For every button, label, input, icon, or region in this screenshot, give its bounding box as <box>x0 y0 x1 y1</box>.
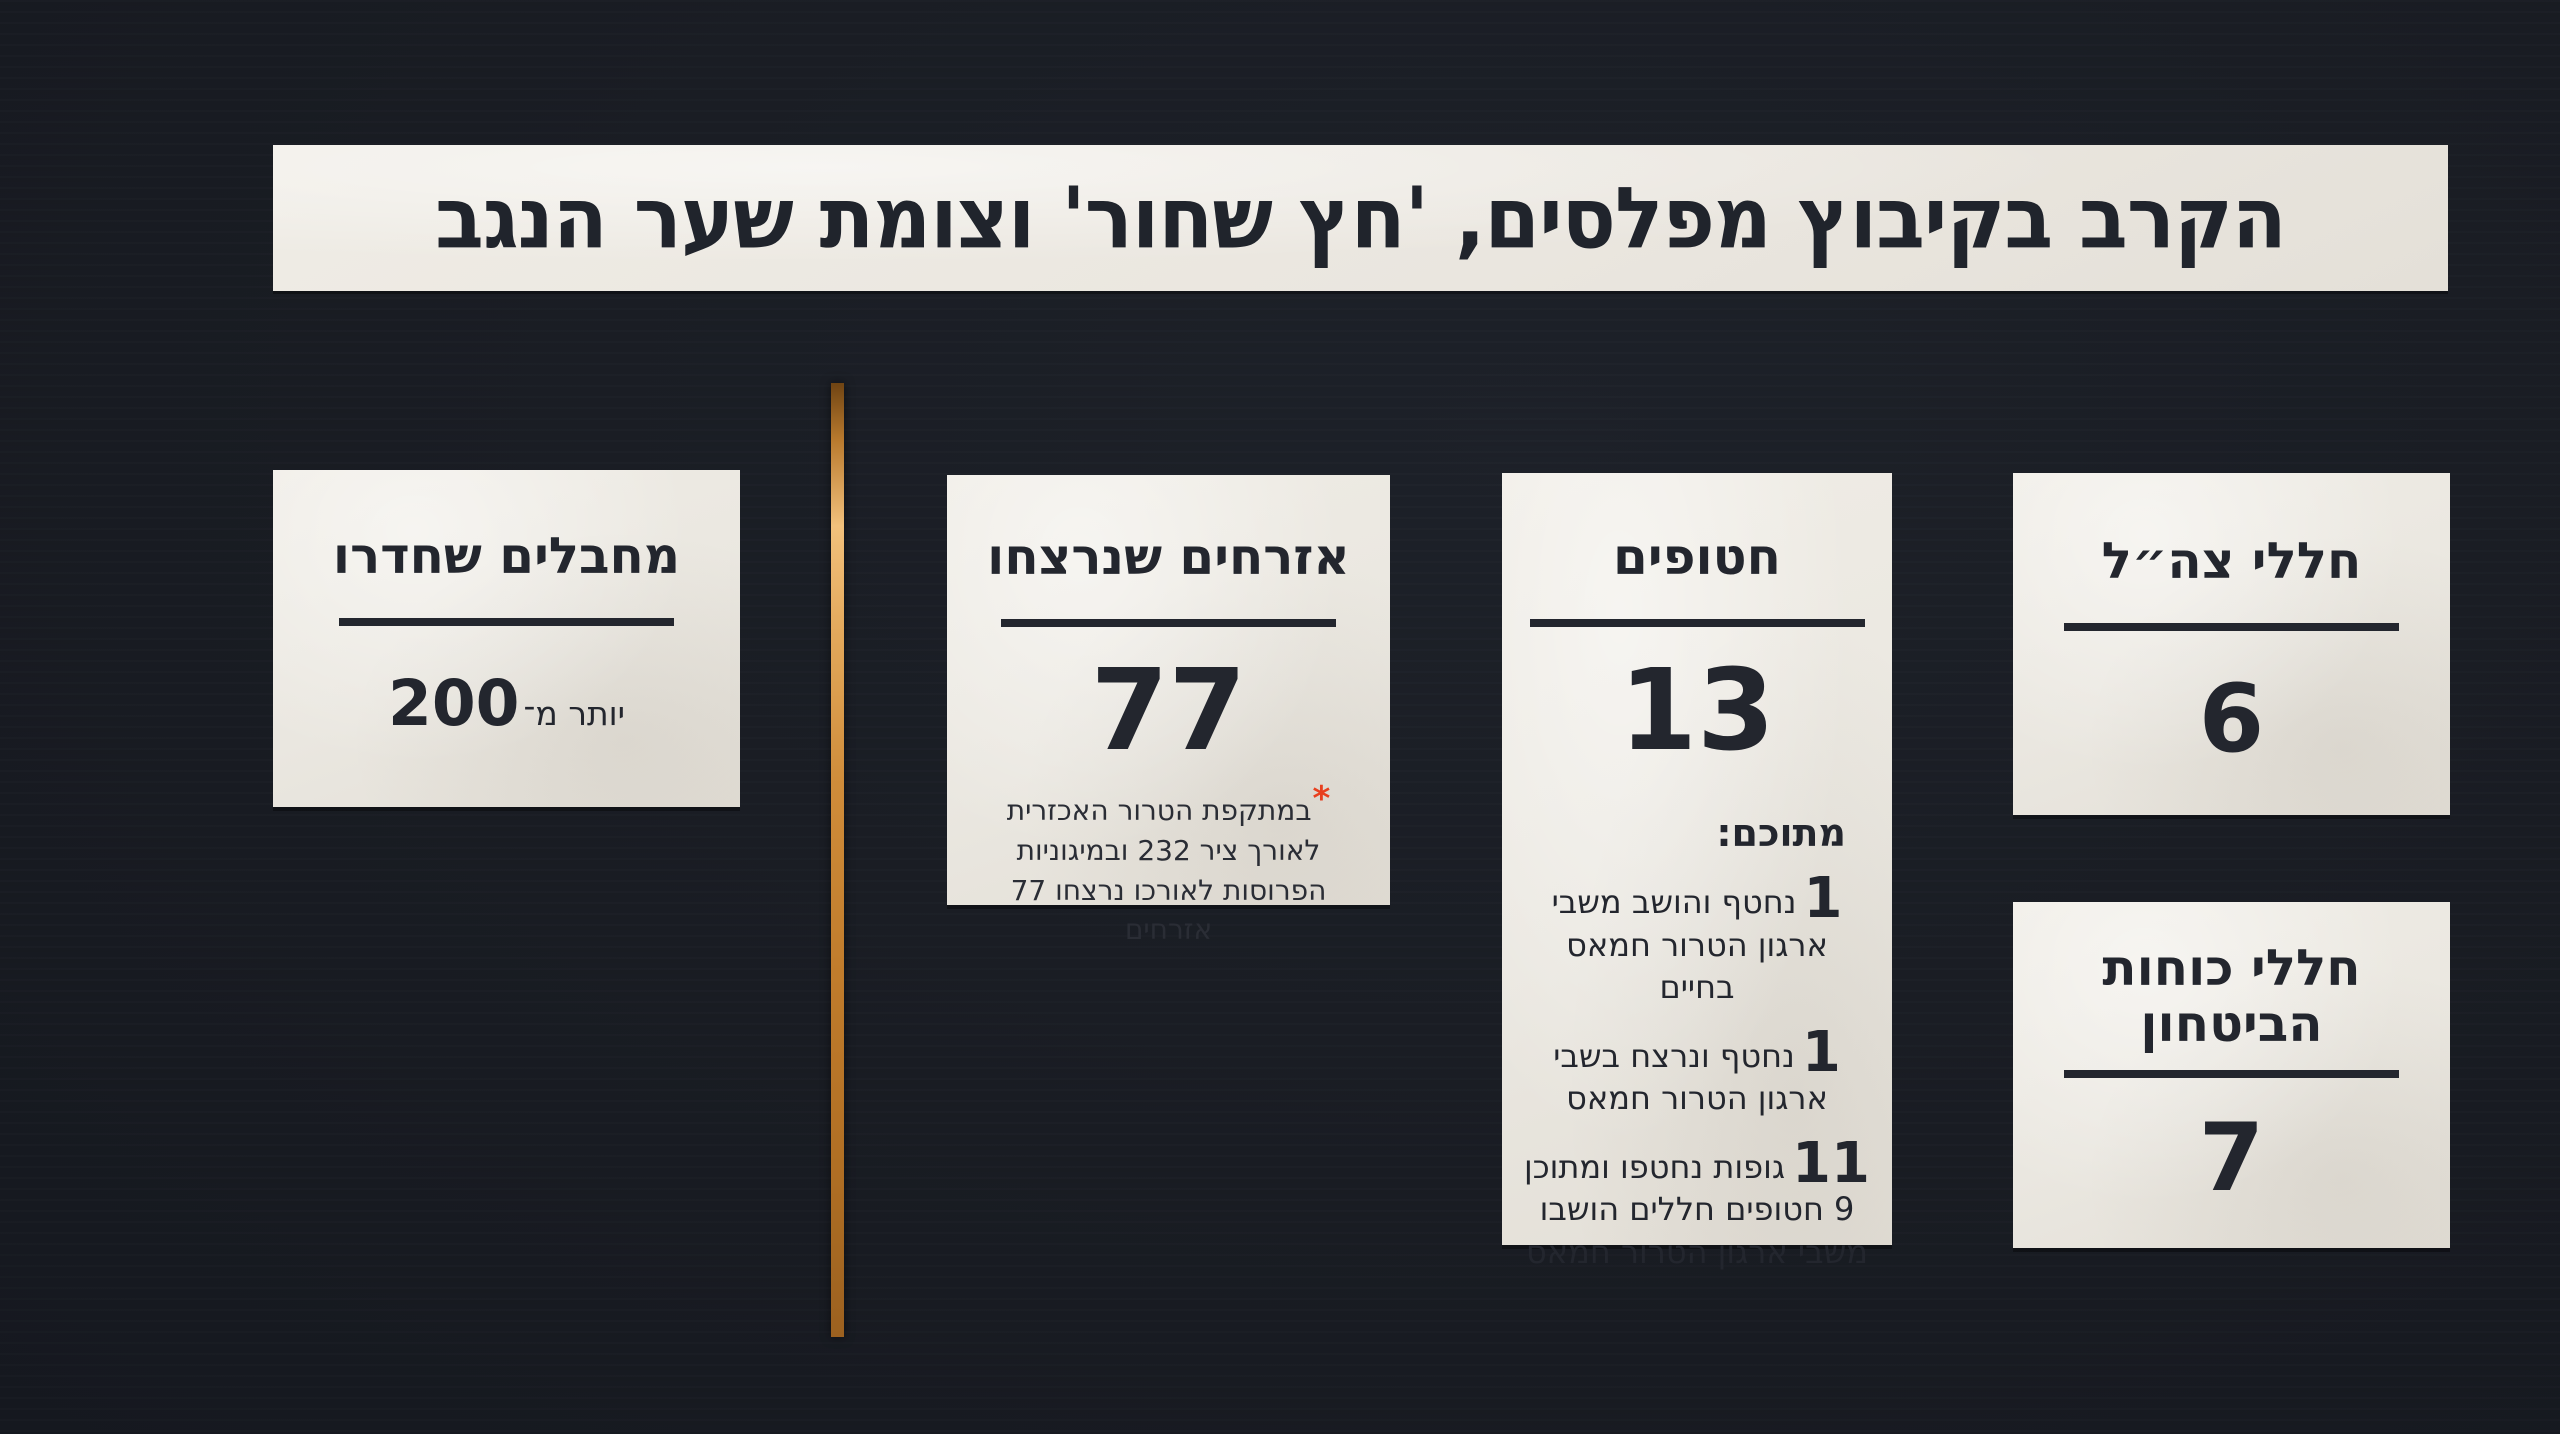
hostage-breakdown-item: 1נחטף ונרצח בשבי ארגון הטרור חמאס <box>1524 1024 1870 1120</box>
card-infiltrators-heading: מחבלים שחדרו <box>332 527 681 585</box>
card-infiltrators: מחבלים שחדרו יותר מ־ 200 <box>273 470 740 807</box>
card-hostages: חטופים 13 מתוכם: 1נחטף והושב משבי ארגון … <box>1502 473 1892 1271</box>
civilians-footnote-text: במתקפת הטרור האכזרית לאורך ציר 232 ובמיג… <box>1006 794 1327 947</box>
heading-rule <box>2064 1070 2399 1078</box>
card-idf-heading: חללי צה״ל <box>2101 532 2362 590</box>
card-security-heading: חללי כוחות הביטחון <box>2102 939 2361 1053</box>
gold-vertical-divider <box>831 383 844 1337</box>
heading-rule <box>1529 619 1865 627</box>
hostage-breakdown-item: 1נחטף והושב משבי ארגון הטרור חמאס בחיים <box>1524 871 1870 1009</box>
heading-rule <box>2064 623 2399 631</box>
infiltrators-value-line: יותר מ־ 200 <box>388 672 625 735</box>
hostages-value: 13 <box>1619 646 1775 776</box>
card-civilians-murdered: אזרחים שנרצחו 77 *במתקפת הטרור האכזרית ל… <box>947 475 1390 946</box>
infiltrators-value: 200 <box>388 667 520 740</box>
card-hostages-heading: חטופים <box>1613 528 1781 586</box>
hostage-item-number: 11 <box>1792 1130 1870 1196</box>
page-title: הקרב בקיבוץ מפלסים, 'חץ שחור' וצומת שער … <box>435 168 2287 268</box>
hostages-breakdown-label: מתוכם: <box>1716 811 1846 855</box>
hostage-item-text: נחטף והושב משבי ארגון הטרור חמאס בחיים <box>1551 883 1828 1007</box>
hostage-item-text: נחטף ונרצח בשבי ארגון הטרור חמאס <box>1553 1036 1828 1118</box>
card-civilians-heading: אזרחים שנרצחו <box>987 528 1350 586</box>
infiltrators-value-prefix: יותר מ־ <box>523 694 626 733</box>
hostage-item-text: גופות נחטפו ומתוכן 9 חטופים חללים הושבו … <box>1524 1147 1868 1271</box>
card-idf-fallen: חללי צה״ל 6 <box>2013 473 2450 815</box>
security-forces-fallen-value: 7 <box>2198 1104 2265 1213</box>
heading-rule <box>1001 619 1336 627</box>
hostage-item-number: 1 <box>1803 866 1843 931</box>
civilians-murdered-value: 77 <box>1090 646 1247 776</box>
card-security-forces-fallen: חללי כוחות הביטחון 7 <box>2013 902 2450 1248</box>
civilians-footnote: *במתקפת הטרור האכזרית לאורך ציר 232 ובמי… <box>969 782 1369 950</box>
idf-fallen-value: 6 <box>2198 665 2265 774</box>
footnote-asterisk-icon: * <box>1312 779 1331 819</box>
hostage-breakdown-item: 11גופות נחטפו ומתוכן 9 חטופים חללים הושב… <box>1524 1135 1870 1274</box>
title-banner: הקרב בקיבוץ מפלסים, 'חץ שחור' וצומת שער … <box>273 145 2448 291</box>
hostage-item-number: 1 <box>1801 1019 1841 1085</box>
heading-rule <box>339 618 674 626</box>
